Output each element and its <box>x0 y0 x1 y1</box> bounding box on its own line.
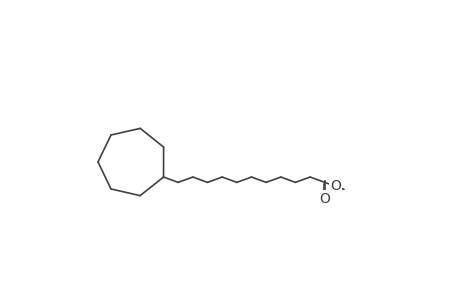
Text: O: O <box>319 192 330 206</box>
Text: O: O <box>330 179 340 193</box>
